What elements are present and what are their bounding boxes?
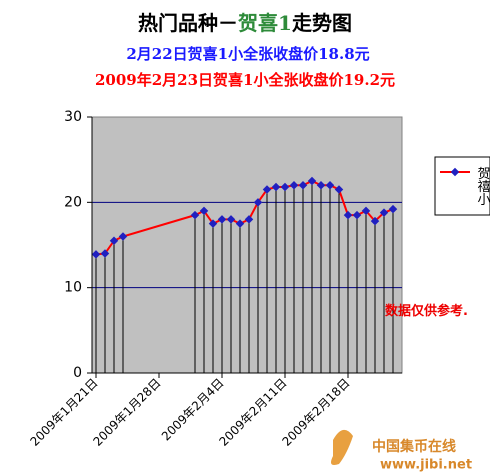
x-tick-label: 2009年1月28日 (90, 376, 163, 449)
point (316, 181, 326, 190)
x-tick-label: 2009年1月21日 (27, 376, 100, 449)
y-tick-label: 10 (64, 280, 82, 296)
legend-marker (450, 167, 460, 177)
point (190, 210, 200, 220)
y-tick-label: 20 (64, 194, 82, 210)
point (298, 181, 308, 190)
point (262, 185, 272, 194)
point (361, 206, 371, 216)
point (280, 182, 290, 192)
point (217, 215, 227, 224)
point (118, 232, 128, 241)
x-tick-label: 2009年2月4日 (159, 376, 227, 444)
title-part: 贺喜1 (238, 11, 292, 35)
y-tick-label: 0 (73, 365, 82, 381)
plot-area (91, 116, 403, 374)
point (388, 204, 398, 214)
title-part: 热门品种－ (138, 11, 238, 35)
subtitle: 2009年2月23日贺喜1小全张收盘价19.2元 (95, 71, 395, 89)
title-part: 走势图 (292, 11, 352, 35)
logo (331, 429, 353, 465)
watermark: www.jibi.net (380, 458, 472, 473)
annotation-box: 数据仅供参考. (385, 304, 468, 319)
point (253, 198, 263, 207)
point (352, 210, 362, 220)
point (271, 182, 281, 192)
point (226, 215, 236, 224)
x-tick-label: 2009年2月11日 (216, 376, 289, 449)
point (343, 210, 353, 220)
y-tick-label: 30 (64, 109, 82, 125)
point (208, 219, 218, 228)
watermark: 中国集币在线 (372, 438, 456, 455)
point (379, 208, 389, 217)
chart-title: 热门品种－贺喜1走势图 (138, 11, 352, 35)
point (199, 206, 209, 216)
subtitle: 2月22日贺喜1小全张收盘价18.8元 (126, 45, 369, 63)
legend-label: 贺禧小 (475, 167, 490, 207)
point (370, 216, 380, 226)
point (307, 176, 317, 186)
legend (434, 156, 490, 216)
point (109, 236, 119, 245)
point (235, 219, 245, 228)
point (334, 185, 344, 194)
point (325, 181, 335, 190)
point (289, 181, 299, 190)
point (244, 215, 254, 224)
annotation: 数据仅供参考. (385, 304, 468, 319)
